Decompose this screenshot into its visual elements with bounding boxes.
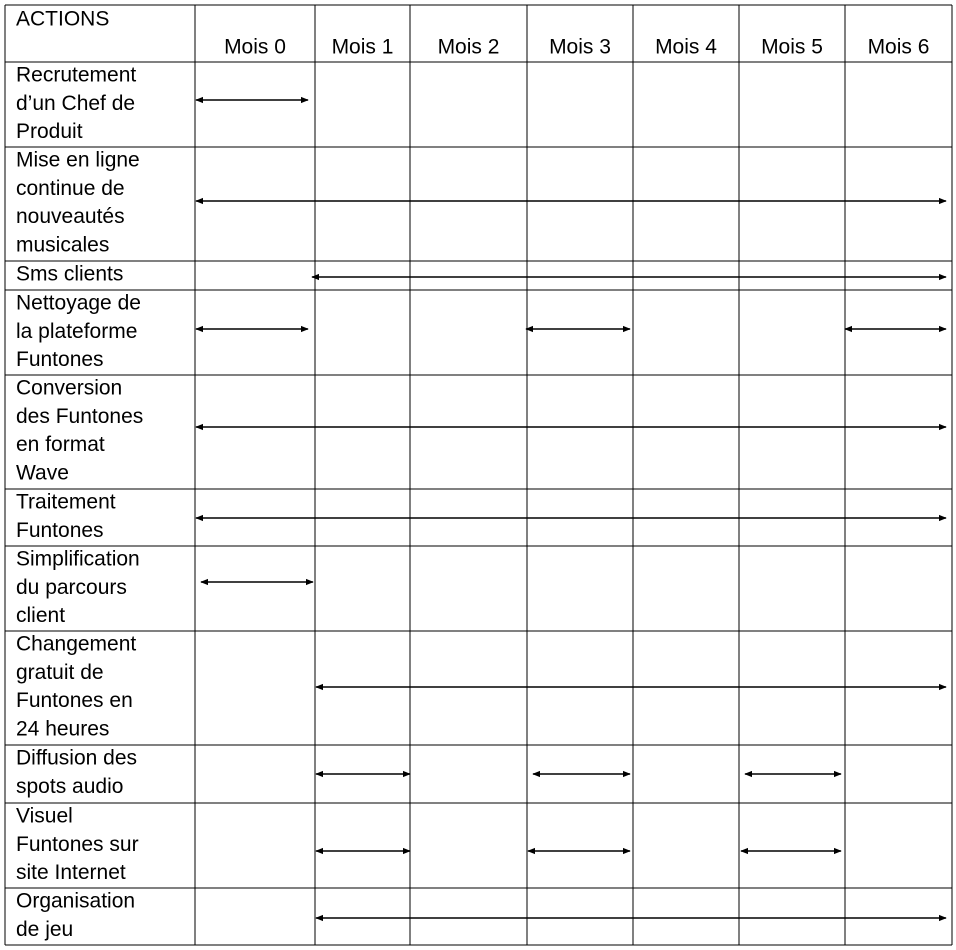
action-label: site Internet: [16, 861, 126, 884]
action-label: de jeu: [16, 918, 73, 941]
table-grid: [4, 4, 953, 946]
month-header: Mois 0: [224, 36, 286, 59]
action-label: nouveautés: [16, 205, 125, 228]
action-label: gratuit de: [16, 661, 104, 684]
action-label: Conversion: [16, 377, 122, 400]
action-label: Visuel: [16, 805, 73, 828]
month-header: Mois 6: [868, 36, 930, 59]
corner-header: ACTIONS: [16, 8, 109, 31]
action-label: Traitement: [16, 491, 116, 514]
action-label: du parcours: [16, 576, 127, 599]
action-label: Diffusion des: [16, 747, 137, 770]
action-label: Wave: [16, 461, 69, 484]
action-label: Mise en ligne: [16, 149, 140, 172]
action-label: Produit: [16, 120, 83, 143]
month-header: Mois 4: [655, 36, 717, 59]
action-label: Funtones: [16, 519, 104, 542]
timeline-arrows: [195, 96, 947, 922]
month-header: Mois 1: [332, 36, 394, 59]
action-label: d’un Chef de: [16, 92, 135, 115]
month-header: Mois 3: [549, 36, 611, 59]
action-label: Funtones sur: [16, 833, 139, 856]
action-label: des Funtones: [16, 405, 143, 428]
action-label: client: [16, 604, 65, 627]
action-label: Funtones en: [16, 689, 133, 712]
action-label: Recrutement: [16, 64, 136, 87]
action-label: la plateforme: [16, 320, 137, 343]
action-label: Changement: [16, 633, 136, 656]
month-header: Mois 5: [761, 36, 823, 59]
month-header: Mois 2: [438, 36, 500, 59]
action-label: musicales: [16, 233, 109, 256]
action-label: 24 heures: [16, 717, 109, 740]
action-label: spots audio: [16, 775, 123, 798]
action-label: continue de: [16, 177, 125, 200]
action-label: en format: [16, 433, 105, 456]
action-label: Sms clients: [16, 263, 123, 286]
action-label: Nettoyage de: [16, 292, 141, 315]
action-label: Simplification: [16, 548, 140, 571]
action-label: Organisation: [16, 890, 135, 913]
action-label: Funtones: [16, 348, 104, 371]
